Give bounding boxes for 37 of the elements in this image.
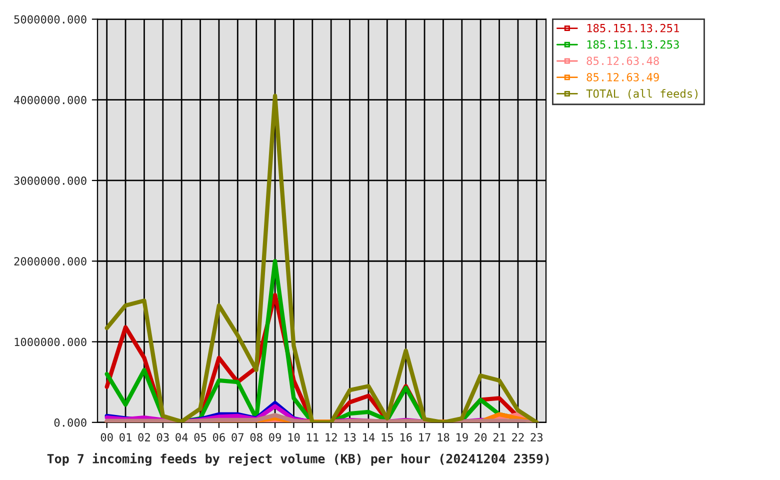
legend-label: 85.12.63.48	[586, 56, 659, 66]
x-tick-label: 10	[288, 433, 300, 442]
legend-label: 185.151.13.251	[587, 24, 679, 32]
x-tick-label: 11	[307, 433, 318, 442]
legend-label: 85.12.63.49	[586, 73, 659, 82]
x-tick-label: 07	[232, 433, 244, 442]
x-tick-label: 01	[120, 433, 132, 442]
x-tick-label: 12	[326, 433, 337, 442]
x-tick-label: 03	[156, 433, 169, 442]
x-tick-label: 22	[512, 433, 524, 442]
x-tick-label: 05	[194, 433, 206, 442]
y-tick-label: 5000000.000	[14, 15, 86, 24]
y-tick-label: 0.000	[54, 418, 86, 427]
x-tick-label: 15	[382, 433, 393, 442]
legend-label: TOTAL (all feeds)	[586, 89, 698, 100]
x-tick-label: 08	[250, 433, 262, 442]
x-tick-label: 18	[438, 433, 450, 442]
x-tick-label: 21	[493, 433, 506, 442]
x-tick-label: 00	[100, 433, 113, 442]
x-tick-label: 09	[269, 433, 281, 442]
x-tick-label: 04	[176, 433, 188, 442]
x-tick-label: 14	[363, 433, 375, 442]
x-tick-label: 06	[213, 433, 225, 442]
x-tick-label: 16	[400, 433, 412, 442]
x-tick-label: 19	[456, 433, 468, 442]
x-tick-label: 23	[530, 433, 543, 442]
y-tick-label: 4000000.000	[14, 96, 86, 104]
line-series	[104, 94, 539, 422]
text: Top 7 incoming feeds by reject volume (KB) per hour (20241204 2359)	[47, 453, 549, 466]
legend-label: 185.151.13.253	[587, 40, 679, 49]
y-tick-label: 2000000.000	[14, 257, 86, 266]
y-tick-label: 3000000.000	[14, 176, 86, 185]
y-tick-label: 1000000.000	[14, 338, 86, 346]
x-tick-label: 02	[138, 433, 150, 442]
x-tick-label: 13	[344, 433, 356, 442]
x-tick-label: 20	[474, 433, 487, 442]
x-tick-label: 17	[419, 433, 430, 442]
